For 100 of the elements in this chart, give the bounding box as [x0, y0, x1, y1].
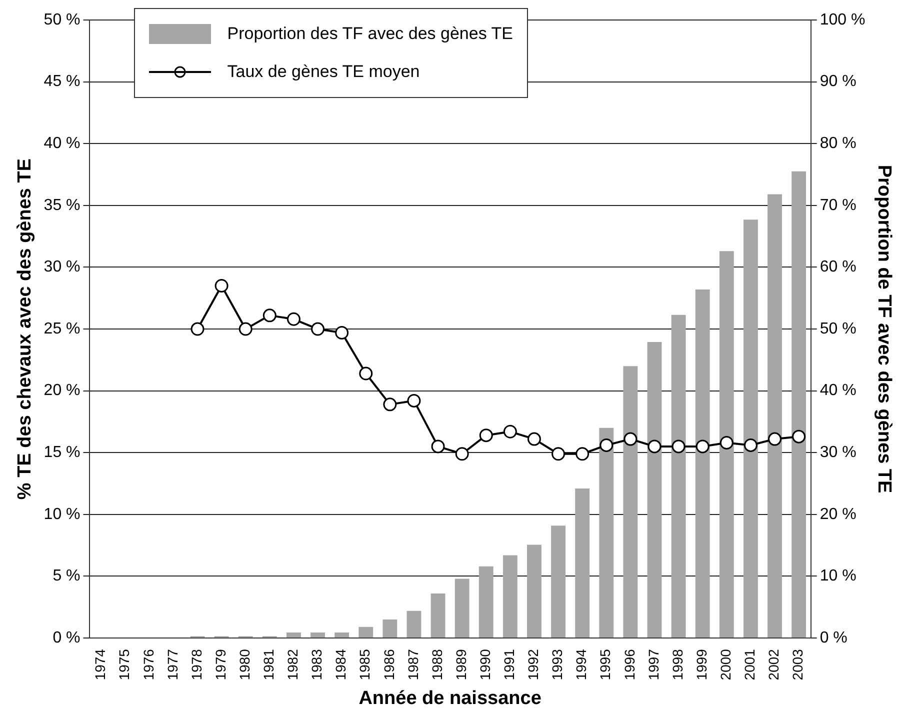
- point: [479, 428, 493, 442]
- point: [214, 279, 228, 293]
- y2-axis-title: Proportion de TF avec des gènes TE: [873, 164, 894, 494]
- point: [527, 432, 541, 446]
- point: [744, 438, 758, 452]
- y2-tick-label: 20 %: [820, 506, 856, 523]
- point: [503, 424, 517, 438]
- point: [335, 326, 349, 340]
- bar: [454, 578, 470, 638]
- y-tick-label: 15 %: [44, 444, 80, 462]
- x-tick-label: 2001: [742, 648, 758, 680]
- y2-tick-label: 0 %: [820, 629, 848, 646]
- bar: [623, 366, 638, 638]
- y2-tick-label: 30 %: [820, 444, 856, 462]
- x-tick-label: 1997: [645, 648, 662, 680]
- legend-label: Taux de gènes TE moyen: [227, 62, 420, 82]
- x-tick-label: 1974: [92, 648, 108, 680]
- y2-tick-label: 70 %: [820, 196, 856, 214]
- y2-tick-label: 60 %: [820, 258, 856, 276]
- bar: [647, 342, 662, 638]
- x-tick-label: 1991: [501, 648, 518, 680]
- x-tick-label: 1979: [212, 648, 228, 680]
- bar: [695, 289, 710, 638]
- x-tick-label: 1994: [573, 648, 590, 680]
- point: [407, 394, 421, 408]
- x-tick-label: 1988: [428, 648, 445, 680]
- legend-label: Proportion des TF avec des gènes TE: [227, 24, 513, 44]
- point: [696, 440, 710, 454]
- point: [359, 366, 373, 380]
- point: [383, 398, 397, 412]
- bar: [719, 251, 734, 638]
- x-tick-label: 1981: [260, 648, 277, 680]
- point: [648, 440, 662, 454]
- x-tick-label: 1995: [597, 648, 614, 680]
- bar: [382, 620, 398, 638]
- bar: [551, 526, 566, 638]
- y2-tick-label: 40 %: [820, 382, 856, 400]
- y-tick-label: 45 %: [44, 73, 80, 90]
- bar: [478, 566, 494, 638]
- x-axis-title: Année de naissance: [358, 688, 542, 709]
- bar: [743, 220, 758, 638]
- point: [262, 308, 276, 322]
- point: [431, 440, 445, 454]
- bar: [527, 544, 542, 638]
- point: [624, 432, 638, 446]
- x-tick-label: 1980: [236, 648, 252, 680]
- y-axis-title: % TE des chevaux avec des gènes TE: [14, 158, 36, 500]
- point: [768, 432, 782, 446]
- y2-tick-label: 90 %: [820, 73, 856, 90]
- x-tick-label: 1990: [476, 648, 493, 680]
- x-tick-label: 2000: [718, 648, 734, 680]
- x-tick-label: 1975: [116, 648, 132, 680]
- bar: [334, 632, 350, 638]
- point: [238, 322, 252, 336]
- y-tick-label: 35 %: [44, 196, 80, 214]
- y-tick-label: 5 %: [52, 568, 80, 585]
- y-tick-label: 25 %: [44, 320, 80, 338]
- bar: [768, 194, 782, 638]
- x-tick-label: 1978: [188, 648, 204, 680]
- x-tick-label: 1999: [693, 648, 710, 680]
- y-tick-label: 20 %: [44, 382, 80, 400]
- bar: [406, 610, 422, 638]
- point: [600, 438, 614, 452]
- bar: [430, 594, 446, 638]
- x-tick-label: 1982: [284, 648, 301, 680]
- y2-tick-label: 10 %: [820, 568, 856, 585]
- x-tick-label: 1992: [525, 648, 542, 680]
- y2-tick-label: 80 %: [820, 135, 856, 152]
- point: [311, 322, 325, 336]
- point: [576, 447, 590, 461]
- x-tick-label: 1996: [621, 648, 638, 680]
- point: [720, 436, 734, 450]
- y-tick-label: 10 %: [44, 506, 80, 523]
- y2-tick-label: 100 %: [820, 11, 866, 28]
- x-tick-label: 1998: [669, 648, 686, 680]
- bar: [792, 171, 806, 638]
- point: [286, 312, 300, 326]
- bar: [286, 632, 301, 638]
- x-tick-label: 1984: [332, 648, 349, 680]
- x-tick-label: 1993: [549, 648, 566, 680]
- y-tick-label: 30 %: [44, 258, 80, 276]
- x-tick-label: 1983: [308, 648, 325, 680]
- x-tick-label: 2003: [790, 648, 806, 680]
- y-tick-label: 0 %: [52, 629, 80, 646]
- point: [672, 440, 686, 454]
- x-tick-label: 1985: [356, 648, 373, 680]
- y-tick-label: 50 %: [44, 11, 80, 28]
- y2-tick-label: 50 %: [820, 320, 856, 338]
- bar: [310, 632, 325, 638]
- point: [552, 447, 566, 461]
- point: [190, 322, 204, 336]
- bar: [358, 626, 374, 638]
- point: [792, 430, 806, 444]
- x-tick-label: 1976: [140, 648, 156, 680]
- x-tick-label: 1987: [404, 648, 421, 680]
- bar: [599, 428, 614, 638]
- x-tick-label: 1986: [380, 648, 397, 680]
- bar: [671, 314, 686, 638]
- point: [455, 447, 469, 461]
- x-tick-label: 1989: [452, 648, 469, 680]
